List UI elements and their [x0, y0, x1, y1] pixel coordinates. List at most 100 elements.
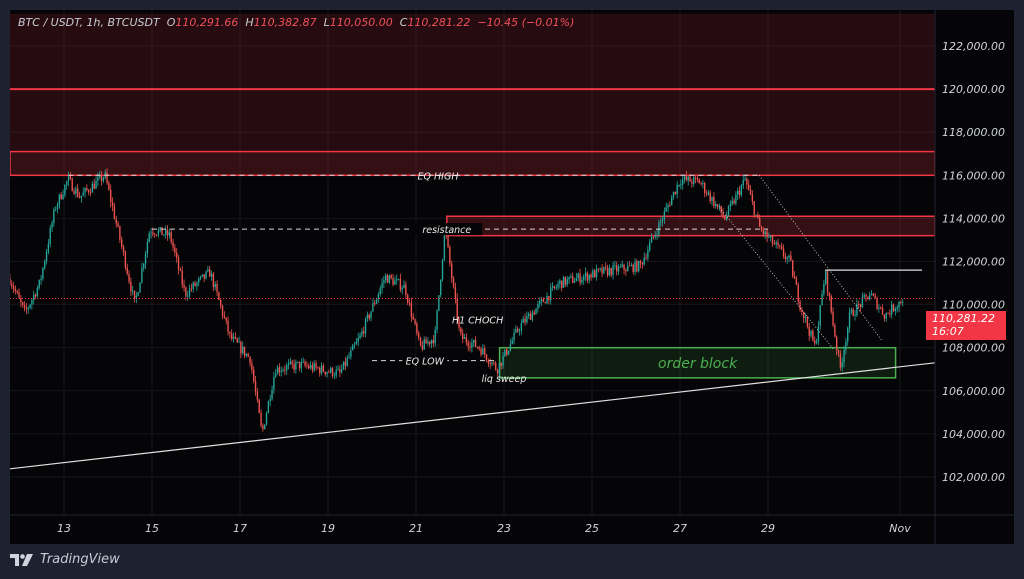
supply-zone-top — [10, 13, 935, 152]
candle-body — [324, 371, 326, 375]
candle-body — [443, 234, 446, 260]
brand-name[interactable]: TradingView — [40, 552, 120, 567]
candle-body — [38, 279, 40, 288]
candle-body — [141, 267, 143, 283]
candle-body — [181, 270, 183, 285]
candle-body — [326, 372, 328, 375]
candle-body — [363, 331, 365, 334]
candle-body — [768, 237, 770, 238]
candle-body — [364, 318, 367, 334]
candle-body — [282, 369, 284, 371]
candle-body — [82, 192, 84, 196]
candle-body — [381, 282, 383, 289]
candle-body — [555, 287, 557, 289]
candle-body — [861, 296, 864, 308]
candle-body — [814, 340, 816, 344]
candle-body — [656, 234, 658, 236]
candle-body — [18, 292, 20, 298]
candle-body — [372, 303, 374, 312]
x-tick-label: Nov — [889, 522, 911, 535]
candle-body — [139, 282, 141, 293]
candle-body — [770, 235, 772, 238]
candle-body — [491, 362, 493, 365]
candle-body — [47, 243, 50, 252]
candle-body — [709, 192, 711, 202]
candle-body — [625, 269, 627, 272]
candle-body — [348, 356, 350, 358]
candle-body — [440, 279, 442, 296]
candle-body — [251, 363, 253, 370]
candle-body — [344, 361, 347, 366]
candle-body — [564, 276, 567, 285]
candle-body — [154, 233, 156, 235]
candle-body — [579, 273, 581, 283]
x-tick-label: 21 — [409, 522, 423, 535]
candle-body — [172, 241, 174, 248]
candle-body — [698, 179, 700, 184]
candle-body — [10, 278, 11, 285]
candle-body — [377, 294, 380, 300]
candle-body — [20, 297, 22, 303]
candle-body — [590, 274, 592, 278]
candle-body — [539, 300, 541, 304]
candle-body — [315, 363, 317, 368]
candle-body — [705, 192, 708, 195]
candle-body — [119, 226, 121, 240]
candle-body — [722, 213, 724, 217]
x-tick-label: 23 — [497, 522, 511, 535]
candle-body — [179, 269, 182, 271]
candle-body — [753, 201, 755, 215]
candle-body — [561, 280, 563, 288]
x-tick-label: 19 — [321, 522, 335, 535]
high-value: 110,382.87 — [253, 16, 317, 29]
open-label: O — [166, 16, 176, 29]
candle-body — [515, 328, 517, 333]
candle-body — [509, 343, 512, 351]
candle-body — [341, 369, 343, 373]
candle-body — [647, 250, 649, 258]
y-tick-label: 112,000.00 — [942, 256, 1005, 269]
candle-body — [408, 302, 411, 304]
candle-body — [368, 314, 370, 319]
candle-body — [715, 203, 717, 207]
candle-body — [823, 283, 825, 294]
candle-body — [100, 174, 103, 181]
candle-body — [821, 293, 823, 306]
change-value: −10.45 (−0.01%) — [477, 16, 575, 29]
candle-body — [874, 295, 876, 298]
candle-body — [265, 413, 268, 425]
candle-body — [500, 363, 502, 366]
candle-body — [788, 255, 790, 258]
candle-body — [185, 287, 187, 297]
candle-body — [198, 278, 200, 283]
candle-body — [425, 339, 427, 344]
candle-body — [352, 345, 354, 351]
candle-body — [304, 361, 306, 366]
candle-body — [212, 273, 215, 288]
candle-body — [584, 272, 587, 277]
candle-body — [617, 266, 620, 272]
symbol-info[interactable]: BTC / USDT, 1h, BTCUSDT — [18, 16, 160, 29]
candle-body — [201, 274, 204, 277]
candle-body — [781, 246, 783, 249]
candle-body — [797, 284, 799, 302]
candle-body — [588, 274, 590, 281]
candle-body — [392, 278, 394, 285]
candle-body — [711, 196, 713, 202]
candle-body — [276, 367, 279, 375]
candle-body — [496, 369, 499, 374]
candle-body — [792, 260, 794, 277]
candle-body — [56, 204, 59, 210]
candle-body — [597, 268, 600, 270]
candle-body — [97, 177, 99, 181]
candle-body — [623, 264, 625, 270]
candle-body — [137, 292, 139, 296]
candle-body — [740, 185, 743, 195]
candle-body — [249, 356, 251, 364]
last-price-label: 110,281.22 16:07 — [926, 311, 1006, 340]
candle-body — [735, 194, 737, 204]
candle-body — [223, 315, 226, 318]
candle-body — [843, 350, 845, 363]
candle-body — [438, 295, 440, 311]
